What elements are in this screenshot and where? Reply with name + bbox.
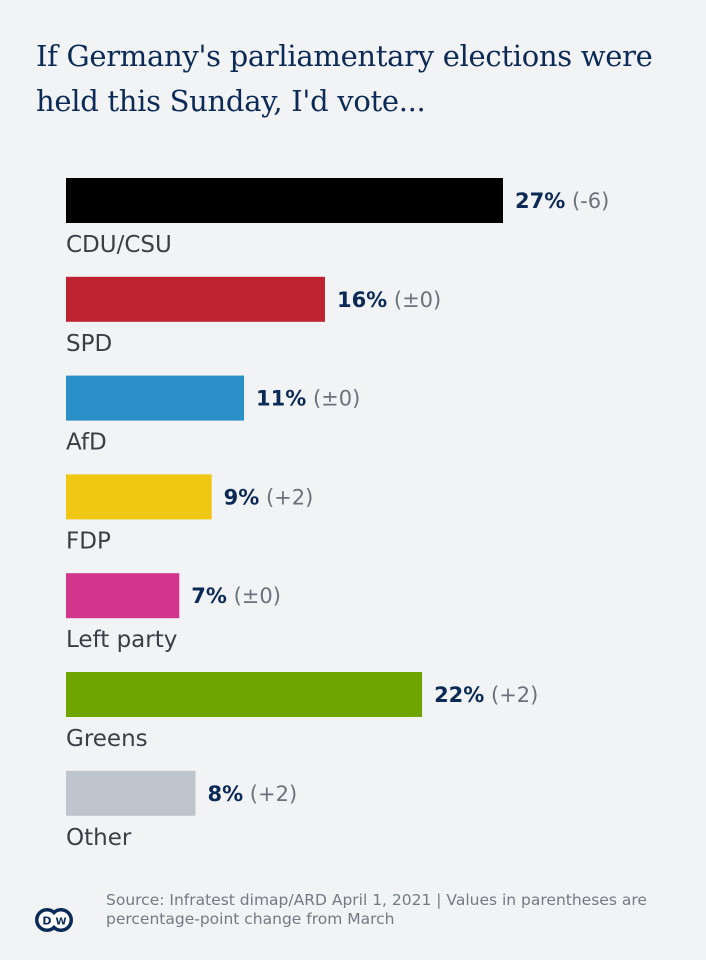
category-label: Left party [66, 627, 177, 653]
value-change: (+2) [259, 485, 313, 509]
value-percent: 9% [224, 485, 260, 509]
value-label: 9% (+2) [224, 485, 314, 509]
category-label: AfD [66, 430, 107, 456]
category-label: CDU/CSU [66, 232, 172, 258]
value-change: (+2) [243, 782, 297, 806]
bar [66, 276, 325, 322]
value-change: (-6) [565, 189, 609, 213]
value-change: (±0) [227, 584, 281, 608]
value-percent: 16% [337, 288, 387, 312]
bar [66, 474, 212, 520]
category-label: Other [66, 825, 132, 851]
value-change: (±0) [387, 288, 441, 312]
source-note: Source: Infratest dimap/ARD April 1, 202… [106, 891, 647, 928]
value-label: 22% (+2) [434, 683, 538, 707]
value-label: 27% (-6) [515, 189, 609, 213]
category-label: FDP [66, 528, 111, 554]
category-label: Greens [66, 726, 148, 752]
bar [66, 573, 180, 619]
value-percent: 22% [434, 683, 484, 707]
value-label: 16% (±0) [337, 288, 441, 312]
value-percent: 11% [256, 387, 306, 411]
category-label: SPD [66, 331, 112, 357]
value-change: (±0) [306, 387, 360, 411]
chart-title: If Germany's parliamentary elections wer… [36, 39, 653, 118]
value-percent: 7% [191, 584, 227, 608]
bar [66, 770, 196, 816]
value-percent: 8% [207, 782, 243, 806]
value-percent: 27% [515, 189, 565, 213]
value-change: (+2) [484, 683, 538, 707]
bar [66, 178, 503, 223]
value-label: 8% (+2) [207, 782, 297, 806]
dw-logo: D W [34, 907, 74, 937]
value-label: 11% (±0) [256, 387, 360, 411]
bar-chart: 27% (-6) CDU/CSU 16% (±0) SPD 11% (±0) AfD 9% … [66, 178, 609, 851]
svg-text:D: D [42, 915, 51, 928]
bar [66, 672, 423, 717]
bar [66, 375, 245, 421]
value-label: 7% (±0) [191, 584, 281, 608]
svg-text:W: W [55, 917, 66, 928]
